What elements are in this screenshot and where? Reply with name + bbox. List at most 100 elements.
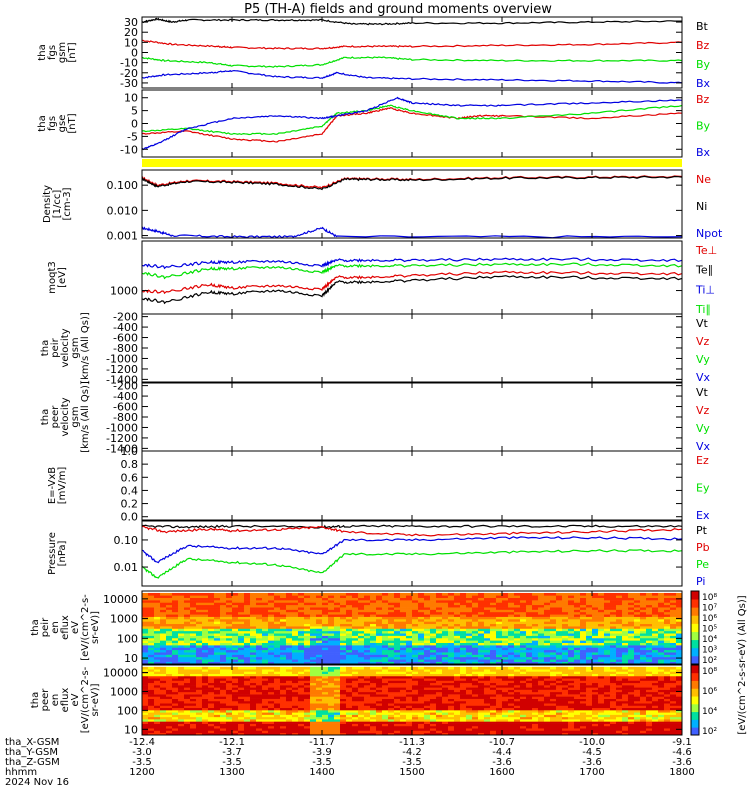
spectrogram-cell [520,730,527,734]
spectrogram-cell [628,614,635,617]
spectrogram-cell [184,705,191,709]
spectrogram-cell [142,696,149,699]
spectrogram-cell [358,630,365,634]
spectrogram-cell [652,654,659,658]
spectrogram-cell [448,611,455,615]
series-Ti⊥-line [142,257,683,270]
spectrogram-cell [562,637,569,641]
spectrogram-cell [250,700,257,704]
spectrogram-cell [340,619,347,622]
spectrogram-cell [514,703,521,706]
spectrogram-cell [148,604,155,608]
spectrogram-cell [238,635,245,639]
spectrogram-cell [490,730,497,734]
spectrogram-cell [142,645,149,648]
spectrogram-cell [382,707,389,711]
spectrogram-cell [526,652,533,655]
spectrogram-cell [244,637,251,641]
spectrogram-cell [238,669,245,672]
spectrogram-cell [310,661,317,665]
spectrogram-cell [340,666,347,670]
spectrogram-cell [394,700,401,704]
spectrogram-cell [658,654,665,658]
spectrogram-cell [460,721,467,724]
spectrogram-cell [436,630,443,634]
spectrogram-cell [322,609,329,613]
spectrogram-cell [676,649,683,653]
spectrogram-cell [160,602,167,606]
spectrogram-cell [280,592,287,596]
spectrogram-cell [340,675,347,679]
y-tick-label: -200 [113,380,138,393]
spectrogram-cell [652,623,659,627]
spectrogram-cell [172,700,179,704]
spectrogram-cell [202,647,209,651]
spectrogram-cell [220,621,227,625]
spectrogram-cell [430,652,437,655]
spectrogram-cell [268,671,275,674]
y-tick-label: 0.8 [121,458,139,471]
spectrogram-cell [226,678,233,681]
spectrogram-cell [418,689,425,693]
spectrogram-cell [466,626,473,629]
spectrogram-cell [310,619,317,622]
spectrogram-cell [238,728,245,731]
spectrogram-cell [334,721,341,724]
spectrogram-cell [370,661,377,665]
spectrogram-cell [484,705,491,709]
spectrogram-cell [310,705,317,709]
spectrogram-cell [490,609,497,613]
spectrogram-cell [358,661,365,665]
spectrogram-cell [418,685,425,688]
spectrogram-cell [538,714,545,718]
spectrogram-cell [658,661,665,665]
spectrogram-cell [568,659,575,662]
spectrogram-cell [262,669,269,672]
spectrogram-cell [154,721,161,724]
spectrogram-cell [268,675,275,679]
spectrogram-cell [502,633,509,636]
spectrogram-cell [478,626,485,629]
spectrogram-cell [460,642,467,646]
spectrogram-cell [166,682,173,686]
spectrogram-cell [424,609,431,613]
spectrogram-cell [382,678,389,681]
spectrogram-cell [424,705,431,709]
spectrogram-cell [334,597,341,601]
spectrogram-cell [250,725,257,729]
spectrogram-cell [400,626,407,629]
spectrogram-cell [400,600,407,603]
spectrogram-cell [610,614,617,617]
spectrogram-cell [310,635,317,639]
spectrogram-cell [160,607,167,610]
spectrogram-cell [172,609,179,613]
spectrogram-cell [544,592,551,596]
spectrogram-cell [214,689,221,693]
spectrogram-cell [328,685,335,688]
spectrogram-cell [208,673,215,677]
spectrogram-cell [202,721,209,724]
spectrogram-cell [418,609,425,613]
spectrogram-cell [610,611,617,615]
spectrogram-cell [454,635,461,639]
spectrogram-cell [496,642,503,646]
spectrogram-cell [418,716,425,720]
spectrogram-cell [142,721,149,724]
spectrogram-cell [334,623,341,627]
spectrogram-cell [190,719,197,722]
spectrogram-cell [454,728,461,731]
spectrogram-cell [418,642,425,646]
spectrogram-cell [454,637,461,641]
spectrogram-cell [508,635,515,639]
spectrogram-cell [412,689,419,693]
spectrogram-cell [316,600,323,603]
spectrogram-cell [604,600,611,603]
y-tick-label: -5 [127,130,138,143]
spectrogram-cell [484,732,491,736]
spectrogram-cell [214,656,221,660]
spectrogram-cell [484,696,491,699]
y-tick-label: 1.0 [121,445,139,458]
spectrogram-cell [310,685,317,688]
spectrogram-cell [400,604,407,608]
spectrogram-cell [484,712,491,715]
